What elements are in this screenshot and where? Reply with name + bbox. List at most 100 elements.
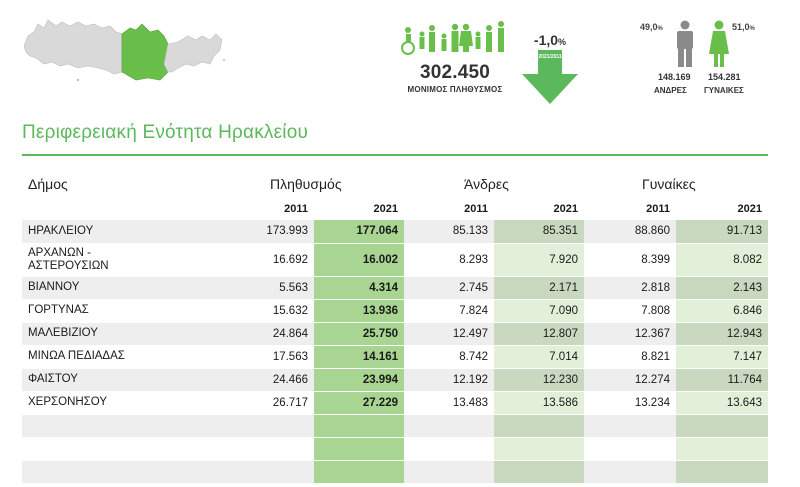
municipality-cell: ΜΑΛΕΒΙΖΙΟΥ xyxy=(22,322,162,346)
women-percentage: 51,0% xyxy=(732,22,755,32)
men-2011-cell: 8.293 xyxy=(404,243,494,277)
table-row: ΗΡΑΚΛΕΙΟΥ 173.993 177.064 85.133 85.351 88.86… xyxy=(22,220,768,244)
family-icon xyxy=(401,21,504,55)
men-2021-cell: 12.807 xyxy=(494,322,584,346)
men-2021-cell: 12.230 xyxy=(494,368,584,392)
year-header-pop-2021: 2021 xyxy=(373,203,398,215)
municipality-cell: ΦΑΙΣΤΟΥ xyxy=(22,368,162,392)
table-header-years: 2011 2021 2011 2021 2011 2021 xyxy=(22,198,768,220)
men-2011-cell: 12.192 xyxy=(404,368,494,392)
men-2011-cell: 7.824 xyxy=(404,299,494,323)
population-summary: 302.450 ΜΟΝΙΜΟΣ ΠΛΗΘΥΣΜΟΣ xyxy=(395,18,515,94)
table-row: ΓΟΡΤΥΝΑΣ 15.632 13.936 7.824 7.090 7.808 6.846 xyxy=(22,299,768,323)
women-2011-cell xyxy=(584,414,676,438)
men-2021-cell: 7.090 xyxy=(494,299,584,323)
women-label: ΓΥΝΑΙΚΕΣ xyxy=(704,86,744,95)
population-total: 302.450 xyxy=(419,62,491,83)
table-row: ΑΡΧΑΝΩΝ - ΑΣΤΕΡΟΥΣΙΩΝ 16.692 16.002 8.293 7.… xyxy=(22,243,768,277)
municipality-cell: ΗΡΑΚΛΕΙΟΥ xyxy=(22,220,162,244)
down-arrow-icon: 2021/2011 xyxy=(520,50,580,104)
population-2021-cell: 4.314 xyxy=(314,276,404,300)
population-2021-cell: 25.750 xyxy=(314,322,404,346)
men-2011-cell: 8.742 xyxy=(404,345,494,369)
year-header-men-2021: 2021 xyxy=(553,203,578,215)
men-2011-cell: 85.133 xyxy=(404,220,494,244)
population-label: ΜΟΝΙΜΟΣ ΠΛΗΘΥΣΜΟΣ xyxy=(407,85,503,94)
table-header-groups: Δήμος Πληθυσμός Άνδρες Γυναίκες xyxy=(22,170,768,198)
population-2011-cell: 173.993 xyxy=(162,220,314,244)
women-2021-cell: 11.764 xyxy=(676,368,768,392)
women-2021-cell xyxy=(676,460,768,484)
population-2021-cell: 13.936 xyxy=(314,299,404,323)
men-total: 148.169 xyxy=(658,72,691,82)
table-row xyxy=(22,460,768,484)
women-2021-cell: 91.713 xyxy=(676,220,768,244)
year-header-blank xyxy=(22,198,162,220)
men-2011-cell: 12.497 xyxy=(404,322,494,346)
population-2011-cell: 15.632 xyxy=(162,299,314,323)
men-2021-cell xyxy=(494,414,584,438)
women-2021-cell: 12.943 xyxy=(676,322,768,346)
population-2011-cell: 16.692 xyxy=(162,243,314,277)
women-2021-cell: 6.846 xyxy=(676,299,768,323)
men-2011-cell: 2.745 xyxy=(404,276,494,300)
municipality-cell: ΓΟΡΤΥΝΑΣ xyxy=(22,299,162,323)
women-2021-cell xyxy=(676,414,768,438)
women-2011-cell: 2.818 xyxy=(584,276,676,300)
women-2011-cell xyxy=(584,460,676,484)
population-2011-cell xyxy=(162,437,314,461)
women-header: Γυναίκες xyxy=(642,176,696,192)
women-2011-cell: 13.234 xyxy=(584,391,676,415)
population-2011-cell xyxy=(162,460,314,484)
women-2021-cell: 2.143 xyxy=(676,276,768,300)
table-row: ΦΑΙΣΤΟΥ 24.466 23.994 12.192 12.230 12.274 11.… xyxy=(22,368,768,392)
municipality-cell: ΑΡΧΑΝΩΝ - ΑΣΤΕΡΟΥΣΙΩΝ xyxy=(22,243,162,277)
municipality-cell: ΒΙΑΝΝΟΥ xyxy=(22,276,162,300)
men-2011-cell xyxy=(404,460,494,484)
population-header: Πληθυσμός xyxy=(270,176,342,192)
title-divider xyxy=(22,154,768,156)
women-2011-cell: 12.274 xyxy=(584,368,676,392)
population-2011-cell: 24.466 xyxy=(162,368,314,392)
men-2011-cell: 13.483 xyxy=(404,391,494,415)
population-2021-cell: 27.229 xyxy=(314,391,404,415)
women-2021-cell xyxy=(676,437,768,461)
municipality-cell xyxy=(22,460,162,484)
men-2011-cell xyxy=(404,437,494,461)
men-2021-cell: 7.920 xyxy=(494,243,584,277)
year-header-pop-2011: 2011 xyxy=(284,203,308,215)
population-table: Δήμος Πληθυσμός Άνδρες Γυναίκες 2011 202… xyxy=(22,170,768,484)
population-2011-cell: 26.717 xyxy=(162,391,314,415)
gender-summary: 49,0% 51,0% 148.169 154.281 ΑΝΔΡΕΣ ΓΥΝΑΙ… xyxy=(632,18,782,100)
population-change: -1,0% 2021/2011 xyxy=(515,32,585,104)
population-2021-cell: 14.161 xyxy=(314,345,404,369)
men-2021-cell: 85.351 xyxy=(494,220,584,244)
change-percentage: -1,0% xyxy=(533,32,567,48)
population-2021-cell: 177.064 xyxy=(314,220,404,244)
women-total: 154.281 xyxy=(708,72,741,82)
men-2021-cell: 2.171 xyxy=(494,276,584,300)
man-icon xyxy=(677,20,693,67)
women-2011-cell: 7.808 xyxy=(584,299,676,323)
population-2021-cell xyxy=(314,414,404,438)
year-header-men-2011: 2011 xyxy=(464,203,488,215)
crete-map-icon xyxy=(23,19,225,82)
change-period: 2021/2011 xyxy=(538,54,562,60)
year-header-women-2011: 2011 xyxy=(646,203,670,215)
men-2021-cell: 13.586 xyxy=(494,391,584,415)
population-2011-cell xyxy=(162,414,314,438)
municipality-cell: ΧΕΡΣΟΝΗΣΟΥ xyxy=(22,391,162,415)
men-2021-cell xyxy=(494,437,584,461)
men-2021-cell: 7.014 xyxy=(494,345,584,369)
population-2011-cell: 17.563 xyxy=(162,345,314,369)
women-2011-cell xyxy=(584,437,676,461)
municipality-cell: ΜΙΝΩΑ ΠΕΔΙΑΔΑΣ xyxy=(22,345,162,369)
population-2011-cell: 5.563 xyxy=(162,276,314,300)
women-2011-cell: 12.367 xyxy=(584,322,676,346)
municipality-header: Δήμος xyxy=(28,176,68,192)
year-header-women-2021: 2021 xyxy=(737,203,762,215)
population-2011-cell: 24.864 xyxy=(162,322,314,346)
men-label: ΑΝΔΡΕΣ xyxy=(654,86,687,95)
table-row: ΜΑΛΕΒΙΖΙΟΥ 24.864 25.750 12.497 12.807 12.367… xyxy=(22,322,768,346)
table-row xyxy=(22,414,768,438)
